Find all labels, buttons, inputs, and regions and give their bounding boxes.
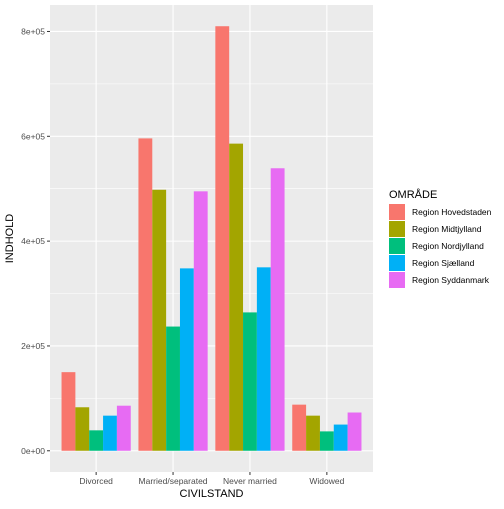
bar	[347, 412, 362, 451]
bar	[75, 407, 90, 451]
bar	[103, 415, 117, 451]
legend: OMRÅDE Region Hovedstaden Region Midtjyll…	[389, 188, 492, 288]
minor-gridlines	[50, 83, 373, 399]
x-axis: Divorced Married/separated Never married Wi…	[79, 472, 345, 486]
legend-label: Region Nordjylland	[412, 241, 484, 251]
bar	[116, 405, 131, 451]
bar	[319, 431, 334, 451]
bar	[306, 415, 320, 451]
legend-label: Region Syddanmark	[412, 275, 490, 285]
y-axis: 0e+00 2e+05 4e+05 6e+05 8e+05	[21, 26, 50, 456]
bar	[333, 424, 348, 451]
bar	[61, 372, 76, 451]
bar	[179, 268, 194, 451]
x-tick-label: Widowed	[309, 476, 344, 486]
bar	[229, 143, 244, 451]
bar	[193, 191, 208, 451]
legend-key	[389, 272, 405, 288]
legend-key	[389, 221, 405, 237]
legend-label: Region Midtjylland	[412, 224, 482, 234]
bar	[89, 430, 104, 451]
bar	[166, 326, 180, 451]
legend-key	[389, 238, 405, 254]
bars	[61, 26, 362, 451]
legend-title: OMRÅDE	[389, 188, 437, 201]
bar	[215, 26, 230, 451]
y-tick-label: 8e+05	[21, 26, 45, 36]
y-tick-label: 4e+05	[21, 236, 45, 246]
major-gridlines	[50, 5, 373, 472]
x-axis-title: CIVILSTAND	[180, 488, 244, 500]
x-tick-label: Divorced	[79, 476, 113, 486]
bar	[243, 312, 257, 451]
bar	[152, 189, 167, 451]
legend-key	[389, 204, 405, 220]
legend-label: Region Sjælland	[412, 258, 475, 268]
y-tick-label: 0e+00	[21, 446, 45, 456]
y-tick-label: 2e+05	[21, 341, 45, 351]
legend-key	[389, 255, 405, 271]
plot-panel	[50, 5, 373, 472]
y-axis-title: INDHOLD	[4, 214, 16, 264]
bar	[138, 138, 153, 451]
legend-label: Region Hovedstaden	[412, 207, 492, 217]
bar	[256, 267, 271, 451]
x-tick-label: Married/separated	[139, 476, 208, 486]
bar	[270, 168, 285, 451]
y-tick-label: 6e+05	[21, 131, 45, 141]
bar	[292, 404, 307, 451]
x-tick-label: Never married	[223, 476, 277, 486]
